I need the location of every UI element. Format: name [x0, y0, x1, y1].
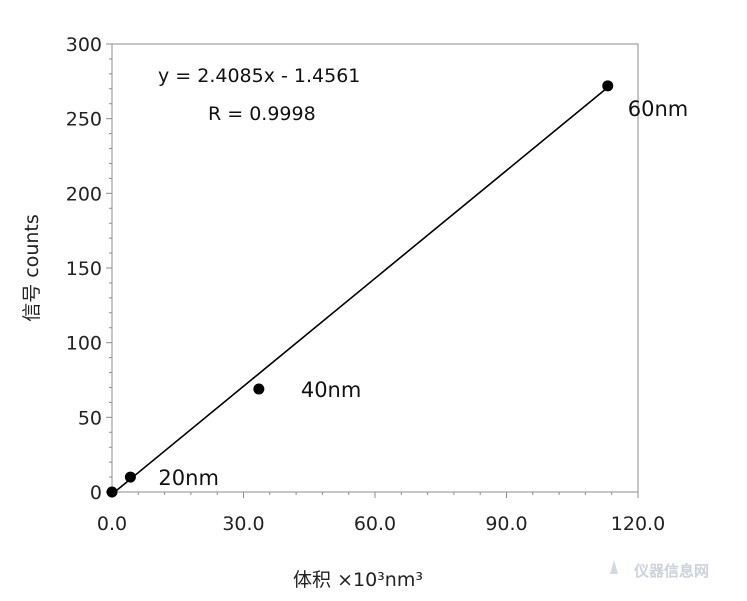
y-tick-label: 50 [78, 407, 102, 429]
x-tick-label: 90.0 [485, 513, 527, 535]
data-point [106, 486, 118, 498]
trendline [114, 86, 609, 493]
x-axis-title: 体积 ×10³nm³ [293, 569, 423, 591]
data-point [124, 471, 136, 483]
point-label: 60nm [628, 97, 689, 121]
watermark: 仪器信息网 [610, 560, 709, 580]
y-axis: 0 50 100 150 200 250 300 [66, 34, 112, 504]
x-tick-label: 120.0 [611, 513, 665, 535]
y-tick-label: 0 [90, 482, 102, 504]
plot-area-frame [111, 43, 639, 493]
x-tick-label: 30.0 [222, 513, 264, 535]
point-labels: 20nm 40nm 60nm [158, 97, 688, 490]
y-tick-label: 100 [66, 333, 102, 355]
y-tick-label: 150 [66, 258, 102, 280]
trendline-equation: y = 2.4085x - 1.4561 [158, 65, 360, 87]
x-axis: 0.0 30.0 60.0 90.0 120.0 [97, 492, 665, 535]
data-points [106, 80, 614, 498]
y-tick-label: 250 [66, 109, 102, 131]
y-tick-label: 200 [66, 183, 102, 205]
data-point [253, 383, 265, 395]
trendline-r-value: R = 0.9998 [208, 103, 316, 125]
y-tick-label: 300 [66, 34, 102, 56]
x-tick-label: 0.0 [97, 513, 127, 535]
x-tick-label: 60.0 [354, 513, 396, 535]
point-label: 40nm [301, 378, 362, 402]
watermark-text: 仪器信息网 [633, 562, 709, 580]
data-point [602, 80, 614, 92]
y-axis-title: 信号 counts [21, 214, 43, 322]
flask-icon [610, 560, 618, 574]
point-label: 20nm [158, 466, 219, 490]
